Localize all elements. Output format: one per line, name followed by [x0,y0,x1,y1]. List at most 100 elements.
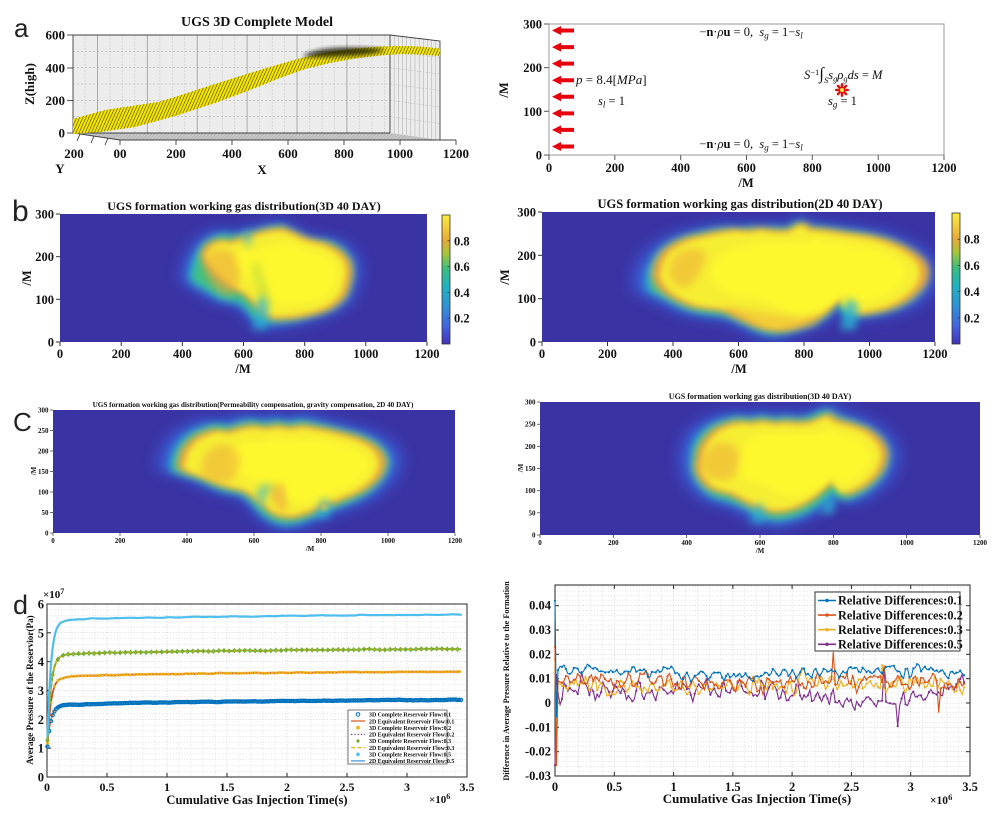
svg-text:Cumulative Gas Injection Time(: Cumulative Gas Injection Time(s) [663,791,851,806]
svg-text:2: 2 [789,780,795,794]
svg-text:/M: /M [30,466,38,476]
svg-text:UGS formation working gas dist: UGS formation working gas distribution(3… [669,392,852,401]
svg-text:0.6: 0.6 [454,260,470,274]
svg-text:3D Complete Reservoir Flow:0.3: 3D Complete Reservoir Flow:0.3 [369,739,451,745]
svg-text:0.03: 0.03 [529,623,551,637]
svg-text:100: 100 [525,487,536,495]
svg-text:0.5: 0.5 [606,780,622,794]
svg-text:1000: 1000 [857,347,882,361]
svg-text:0.2: 0.2 [964,311,980,325]
svg-text:0.02: 0.02 [529,647,551,661]
svg-text:300: 300 [517,206,536,220]
svg-text:Z(high): Z(high) [22,63,37,105]
svg-text:0: 0 [538,539,542,547]
svg-text:250: 250 [525,421,536,429]
svg-text:800: 800 [334,146,354,161]
svg-text:Difference in Average Pressure: Difference in Average Pressure Relative … [502,581,511,781]
svg-text:UGS formation working gas dist: UGS formation working gas distribution(3… [107,199,381,213]
svg-text:600: 600 [46,28,66,43]
svg-text:UGS formation working gas dist: UGS formation working gas distribution(P… [93,401,414,409]
svg-text:100: 100 [517,292,536,306]
svg-text:200: 200 [517,249,536,263]
svg-text:5: 5 [38,626,44,640]
svg-text:200: 200 [608,539,619,547]
svg-text:0: 0 [51,537,55,545]
svg-text:50: 50 [529,509,537,517]
svg-text:100: 100 [523,105,542,119]
svg-text:2.5: 2.5 [844,780,860,794]
svg-text:×106: ×106 [429,792,450,806]
svg-text:3.5: 3.5 [460,780,475,794]
svg-text:0: 0 [44,780,50,794]
svg-text:150: 150 [525,465,536,473]
svg-text:0: 0 [546,161,552,175]
svg-text:1200: 1200 [973,539,988,547]
svg-text:×107: ×107 [43,587,64,601]
svg-text:0.8: 0.8 [454,234,470,248]
svg-text:−n·ρu = 0, sg = 1−sl: −n·ρu = 0, sg = 1−sl [699,25,803,41]
svg-text:1000: 1000 [866,161,891,175]
svg-text:3D Complete Reservoir Flow:0.5: 3D Complete Reservoir Flow:0.5 [369,753,451,759]
svg-text:4: 4 [38,655,45,669]
svg-text:600: 600 [234,347,253,361]
svg-text:600: 600 [729,347,748,361]
svg-text:/M: /M [498,269,512,285]
svg-text:0.5: 0.5 [100,780,115,794]
svg-text:/M: /M [737,176,753,190]
svg-text:600: 600 [755,539,766,547]
svg-text:Cumulative Gas Injection Time(: Cumulative Gas Injection Time(s) [166,793,347,807]
svg-text:300: 300 [525,399,536,407]
svg-text:300: 300 [35,208,54,222]
svg-text:6: 6 [38,598,44,612]
svg-text:300: 300 [523,18,542,32]
svg-text:−n·ρu = 0, sg = 1−sl: −n·ρu = 0, sg = 1−sl [699,137,803,153]
svg-text:200: 200 [605,161,624,175]
svg-text:1200: 1200 [923,347,948,361]
svg-text:600: 600 [278,146,298,161]
svg-text:-0.02: -0.02 [525,745,551,759]
svg-text:2: 2 [38,713,44,727]
svg-text:150: 150 [38,468,49,476]
svg-text:2D Equivalent Reservoir Flow:0: 2D Equivalent Reservoir Flow:0.3 [369,746,454,752]
svg-text:0: 0 [552,780,558,794]
svg-text:1200: 1200 [443,146,469,161]
svg-text:200: 200 [115,537,126,545]
svg-text:0: 0 [532,532,536,540]
svg-text:100: 100 [35,293,54,307]
svg-text:0: 0 [57,347,63,361]
svg-text:400: 400 [46,61,66,76]
svg-text:600: 600 [249,537,260,545]
svg-text:400: 400 [664,347,683,361]
svg-text:0.04: 0.04 [529,599,552,613]
svg-text:0: 0 [45,530,49,538]
svg-text:1: 1 [38,742,44,756]
svg-text:0.2: 0.2 [454,312,470,326]
svg-text:1000: 1000 [353,347,378,361]
svg-text:300: 300 [38,407,49,415]
svg-text:S−1∫Ssgρgds = M: S−1∫Ssgρgds = M [804,64,883,85]
svg-text:800: 800 [795,347,814,361]
svg-text:Relative Differences:0.5: Relative Differences:0.5 [838,638,963,652]
svg-text:1000: 1000 [900,539,915,547]
svg-text:50: 50 [42,509,50,517]
svg-text:2D Equivalent Reservoir Flow:0: 2D Equivalent Reservoir Flow:0.2 [369,733,454,739]
svg-text:0.4: 0.4 [454,286,470,300]
svg-text:200: 200 [523,61,542,75]
svg-text:200: 200 [46,93,66,108]
svg-text:1200: 1200 [932,161,957,175]
svg-text:0.6: 0.6 [964,259,980,273]
svg-text:3D Complete Reservoir Flow:0.1: 3D Complete Reservoir Flow:0.1 [369,713,451,719]
svg-text:1200: 1200 [448,537,463,545]
svg-text:Relative Differences:0.1: Relative Differences:0.1 [838,594,963,608]
svg-text:2: 2 [284,780,290,794]
svg-text:1: 1 [164,780,170,794]
svg-text:2.5: 2.5 [340,780,355,794]
svg-text:sg = 1: sg = 1 [828,94,857,110]
svg-text:b: b [12,195,29,228]
svg-text:Relative Differences:0.3: Relative Differences:0.3 [838,623,963,637]
svg-text:600: 600 [737,161,756,175]
svg-text:Y: Y [55,161,65,176]
svg-text:0: 0 [536,149,542,163]
svg-text:0.01: 0.01 [529,672,551,686]
svg-text:0: 0 [59,126,66,141]
